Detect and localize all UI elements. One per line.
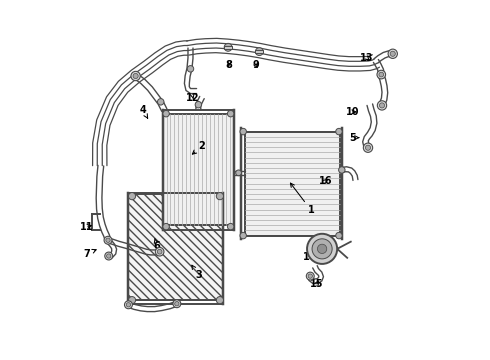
Text: 2: 2 [193, 141, 205, 154]
Circle shape [312, 239, 332, 259]
Circle shape [377, 101, 387, 110]
Circle shape [236, 170, 242, 176]
Text: 11: 11 [80, 222, 93, 231]
Circle shape [157, 249, 162, 254]
Circle shape [173, 300, 181, 308]
Circle shape [336, 232, 342, 239]
Text: 12: 12 [186, 93, 200, 103]
Circle shape [106, 238, 110, 242]
Circle shape [128, 297, 136, 304]
Circle shape [163, 224, 170, 230]
Bar [245, 132, 340, 235]
Circle shape [131, 71, 140, 81]
Text: 13: 13 [360, 53, 374, 63]
Text: 1: 1 [291, 183, 315, 216]
Text: 7: 7 [84, 248, 96, 258]
Circle shape [175, 302, 179, 306]
Circle shape [388, 49, 397, 58]
Text: 6: 6 [154, 239, 161, 251]
Circle shape [240, 232, 246, 239]
Circle shape [133, 73, 138, 78]
Circle shape [104, 236, 112, 244]
Circle shape [124, 301, 132, 309]
Circle shape [106, 254, 111, 258]
Bar [224, 46, 232, 49]
Circle shape [216, 297, 223, 304]
Text: 16: 16 [319, 176, 332, 186]
Text: 15: 15 [310, 279, 323, 289]
Circle shape [306, 272, 314, 280]
Circle shape [308, 274, 313, 278]
Circle shape [163, 111, 170, 117]
Circle shape [339, 167, 345, 173]
Circle shape [307, 234, 337, 264]
Circle shape [390, 51, 395, 56]
Circle shape [318, 244, 327, 253]
Circle shape [240, 129, 246, 135]
Text: 10: 10 [346, 107, 359, 117]
Circle shape [227, 111, 234, 117]
Circle shape [224, 43, 232, 51]
Text: 8: 8 [225, 60, 232, 70]
Text: 4: 4 [140, 105, 147, 118]
Bar [255, 50, 263, 53]
Circle shape [195, 102, 201, 108]
Circle shape [105, 252, 113, 260]
Circle shape [128, 193, 136, 200]
Circle shape [379, 72, 384, 77]
Text: 14: 14 [303, 252, 317, 262]
Bar [128, 194, 223, 300]
Text: 9: 9 [252, 59, 259, 69]
Circle shape [126, 303, 131, 307]
Circle shape [216, 193, 223, 200]
Circle shape [379, 103, 385, 108]
Circle shape [157, 99, 164, 105]
Circle shape [366, 145, 370, 150]
Circle shape [155, 247, 164, 256]
Circle shape [364, 143, 373, 152]
Circle shape [187, 66, 194, 72]
Circle shape [255, 48, 263, 55]
Bar [163, 114, 234, 225]
Circle shape [377, 70, 386, 79]
Circle shape [227, 224, 234, 230]
Circle shape [336, 129, 342, 135]
Text: 5: 5 [349, 133, 359, 143]
Text: 3: 3 [192, 265, 202, 280]
